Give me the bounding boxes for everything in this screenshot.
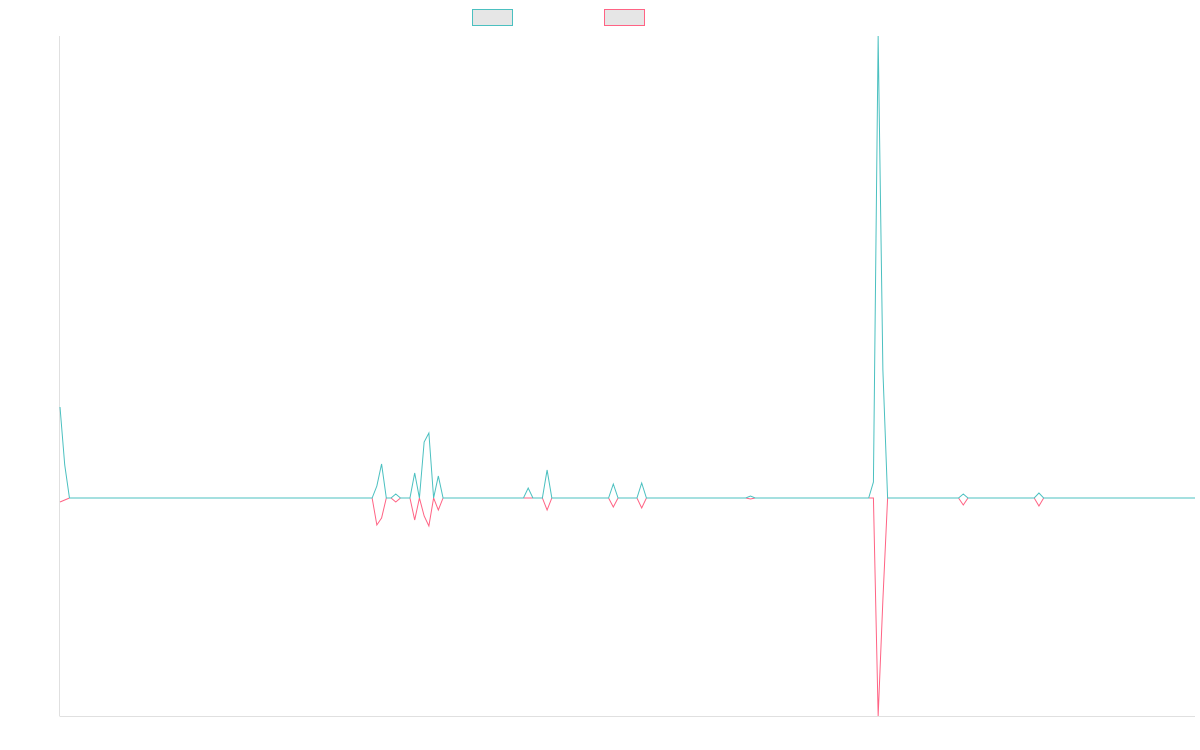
legend-swatch <box>472 9 513 26</box>
legend-swatch <box>604 9 645 26</box>
series-line <box>59 496 1195 717</box>
series-line <box>59 35 1195 499</box>
